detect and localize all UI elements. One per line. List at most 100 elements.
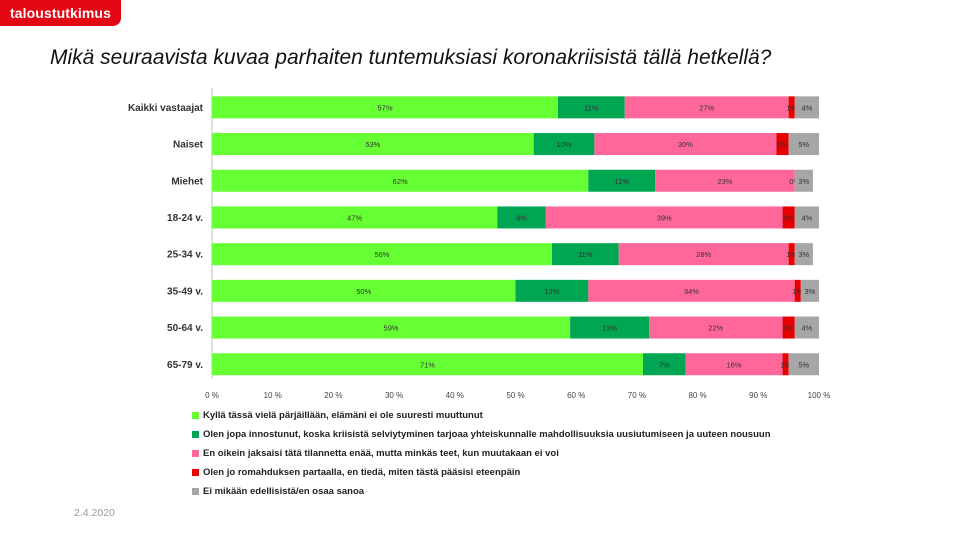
bar-segment-1 [570, 316, 650, 339]
bar-segment-1 [497, 206, 546, 229]
bar-segment-4 [794, 206, 819, 229]
bar-segment-4 [788, 353, 819, 376]
bar-segment-0 [212, 279, 516, 302]
legend-item-0: Kyllä tässä vielä pärjäillään, elämäni e… [192, 407, 771, 423]
data-label: 57% [377, 103, 392, 112]
bar-segment-4 [794, 316, 819, 339]
bar-segment-0 [212, 133, 534, 156]
x-tick-label: 0 % [205, 391, 219, 400]
legend-swatch-0 [192, 411, 199, 419]
legend-label-4: Ei mikään edellisistä/en osaa sanoa [203, 486, 365, 498]
data-label: 16% [727, 360, 742, 369]
x-tick-label: 30 % [385, 391, 403, 400]
footer-date: 2.4.2020 [74, 507, 115, 519]
legend-item-2: En oikein jaksaisi tätä tilannetta enää,… [192, 445, 771, 461]
x-tick-label: 50 % [506, 391, 524, 400]
data-label: 3% [804, 287, 815, 296]
data-label: 5% [798, 360, 809, 369]
category-label: 35-49 v. [167, 286, 203, 297]
data-label: 5% [798, 140, 809, 149]
bar-segment-0 [212, 169, 589, 192]
legend-label-1: Olen jopa innostunut, koska kriisistä se… [203, 428, 771, 440]
bar-segment-3 [782, 353, 789, 376]
bar-segment-3 [776, 133, 789, 156]
bar-segment-0 [212, 316, 571, 339]
x-tick-label: 100 % [808, 391, 831, 400]
bar-segment-3 [788, 243, 795, 266]
category-label: 50-64 v. [167, 323, 203, 334]
bar-segment-1 [551, 243, 619, 266]
data-label: 28% [696, 250, 711, 259]
bar-segment-2 [649, 316, 783, 339]
data-label: 8% [516, 213, 527, 222]
bar-segment-4 [800, 279, 819, 302]
data-label: 4% [801, 213, 812, 222]
data-label: 10% [557, 140, 572, 149]
data-label: 4% [801, 103, 812, 112]
bar-segment-4 [794, 96, 819, 119]
bar-segment-3 [788, 96, 795, 119]
data-label: 50% [356, 287, 371, 296]
legend-label-2: En oikein jaksaisi tätä tilannetta enää,… [203, 447, 559, 459]
legend-label-0: Kyllä tässä vielä pärjäillään, elämäni e… [203, 409, 483, 421]
category-label: 65-79 v. [167, 360, 203, 371]
bar-segment-1 [588, 169, 656, 192]
category-label: 18-24 v. [167, 213, 203, 224]
bar-segment-0 [212, 206, 498, 229]
bar-segment-2 [594, 133, 777, 156]
bar-segment-2 [545, 206, 783, 229]
bar-segment-3 [794, 279, 801, 302]
category-label: 25-34 v. [167, 250, 203, 261]
data-label: 7% [659, 360, 670, 369]
bar-segment-0 [212, 353, 643, 376]
data-label: 47% [347, 213, 362, 222]
bar-segment-2 [655, 169, 795, 192]
legend-swatch-4 [192, 488, 199, 496]
legend-swatch-2 [192, 449, 199, 457]
data-label: 62% [393, 177, 408, 186]
x-tick-label: 60 % [567, 391, 585, 400]
bar-segment-0 [212, 96, 558, 119]
bar-segment-1 [557, 96, 625, 119]
data-label: 27% [699, 103, 714, 112]
data-label: 1% [786, 103, 797, 112]
data-label: 23% [717, 177, 732, 186]
bar-segment-4 [794, 243, 813, 266]
brand-logo: taloustutkimus [0, 0, 121, 26]
data-label: 30% [678, 140, 693, 149]
data-label: 59% [384, 324, 399, 333]
data-label: 11% [578, 250, 593, 259]
data-label: 2% [783, 324, 794, 333]
data-label: 12% [544, 287, 559, 296]
data-label: 3% [798, 177, 809, 186]
stacked-bar-chart: Kaikki vastaajat 57% 11% 27% 1% 4% Naiset 53% 10… [128, 88, 831, 400]
legend-swatch-3 [192, 469, 199, 477]
category-label: Kaikki vastaajat [128, 103, 204, 114]
data-label: 39% [657, 213, 672, 222]
legend-item-1: Olen jopa innostunut, koska kriisistä se… [192, 426, 771, 442]
bar-segment-2 [618, 243, 789, 266]
bar-segment-0 [212, 243, 552, 266]
data-label: 2% [777, 140, 788, 149]
data-label: 34% [684, 287, 699, 296]
bar-segment-3 [782, 316, 795, 339]
data-label: 1% [786, 250, 797, 259]
data-label: 11% [614, 177, 629, 186]
legend-item-3: Olen jo romahduksen partaalla, en tiedä,… [192, 465, 771, 481]
data-label: 11% [584, 103, 599, 112]
legend-label-3: Olen jo romahduksen partaalla, en tiedä,… [203, 467, 521, 479]
bar-segment-2 [685, 353, 783, 376]
legend-item-4: Ei mikään edellisistä/en osaa sanoa [192, 484, 771, 500]
legend-swatch-1 [192, 430, 199, 438]
chart-legend: Kyllä tässä vielä pärjäillään, elämäni e… [192, 407, 771, 503]
data-label: 53% [365, 140, 380, 149]
chart-title: Mikä seuraavista kuvaa parhaiten tuntemu… [50, 46, 772, 69]
x-tick-label: 70 % [628, 391, 646, 400]
bar-segment-1 [515, 279, 589, 302]
data-label: 3% [798, 250, 809, 259]
data-label: 22% [708, 324, 723, 333]
bar-segment-1 [642, 353, 686, 376]
x-tick-label: 10 % [264, 391, 282, 400]
data-label: 1% [792, 287, 803, 296]
x-tick-label: 90 % [749, 391, 767, 400]
